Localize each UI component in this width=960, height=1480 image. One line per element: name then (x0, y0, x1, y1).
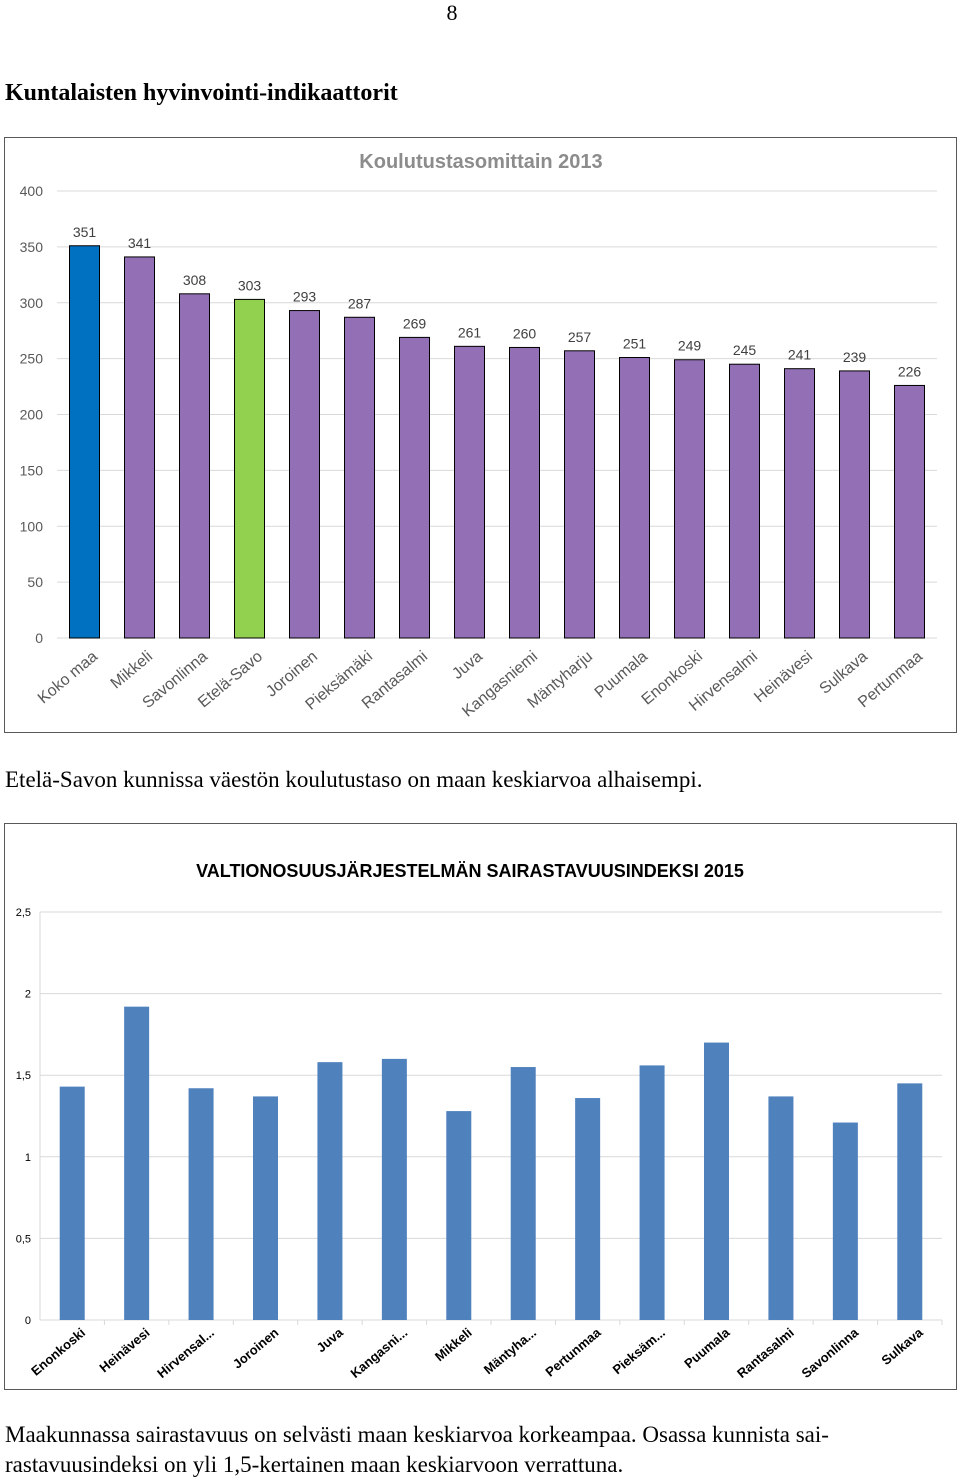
chart-1-y-tick: 250 (20, 351, 44, 367)
chart-1-bar (344, 316, 375, 639)
chart-2-y-tick: 2,5 (16, 907, 31, 919)
education-level-chart-svg: Koulutustasomittain 2013 0 50 100 150 200 250 3… (20, 151, 937, 721)
chart-2-category-label: Pertunmaa (542, 1324, 604, 1379)
chart-1-value-label: 257 (568, 329, 592, 345)
chart-1-bar (179, 293, 210, 639)
chart-1-bar (839, 370, 870, 639)
chart-2-bar (59, 1086, 85, 1320)
morbidity-index-chart-svg: VALTIONOSUUSJÄRJESTELMÄN SAIRASTAVUUSIND… (16, 861, 943, 1381)
chart-2-category-label: Rantasalmi (734, 1325, 797, 1381)
chart-2-category-label: Sulkava (878, 1324, 926, 1368)
chart-2-bar (446, 1111, 472, 1320)
chart-1-value-label: 341 (128, 235, 152, 251)
chart-1-title: Koulutustasomittain 2013 (359, 151, 602, 173)
chart-2-bar (124, 1006, 150, 1320)
chart-2-category-label: Mäntyha... (481, 1325, 539, 1377)
chart-2-bar (768, 1096, 794, 1320)
chart-2-title: VALTIONOSUUSJÄRJESTELMÄN SAIRASTAVUUSIND… (196, 861, 744, 881)
chart-1-y-tick: 400 (20, 183, 44, 199)
chart-1-value-label: 293 (293, 289, 317, 305)
caption-morbidity-line-2: rastavuusindeksi on yli 1,5-kertainen ma… (5, 1452, 624, 1477)
chart-2-category-label: Juva (314, 1324, 347, 1355)
education-level-chart: Koulutustasomittain 2013 0 50 100 150 200 250 3… (4, 137, 957, 733)
chart-1-value-label: 287 (348, 295, 372, 311)
chart-1-bar (454, 345, 485, 639)
chart-1-bar (124, 256, 155, 639)
chart-1-bar (399, 336, 430, 639)
chart-1-bar (69, 245, 100, 639)
chart-1-value-label: 351 (73, 224, 97, 240)
chart-2-y-tick: 0,5 (16, 1233, 31, 1245)
chart-1-value-label: 269 (403, 315, 427, 331)
chart-2-category-label: Heinävesi (96, 1325, 152, 1376)
chart-1-y-tick: 200 (20, 407, 44, 423)
chart-1-category-label: Mikkeli (108, 648, 156, 692)
chart-2-bar (575, 1098, 601, 1320)
page-number: 8 (446, 0, 458, 25)
morbidity-index-chart: VALTIONOSUUSJÄRJESTELMÄN SAIRASTAVUUSIND… (4, 823, 957, 1390)
chart-1-value-label: 241 (788, 347, 812, 363)
section-title: Kuntalaisten hyvinvointi-indikaattorit (5, 80, 398, 106)
chart-1-value-label: 226 (898, 363, 922, 379)
chart-1-y-tick: 150 (20, 462, 44, 478)
chart-2-category-label: Puumala (681, 1324, 733, 1371)
chart-2-bar (832, 1122, 858, 1320)
chart-1-value-label: 260 (513, 325, 537, 341)
chart-1-value-label: 251 (623, 336, 647, 352)
chart-2-bar (253, 1096, 278, 1320)
chart-1-bar (289, 310, 320, 639)
chart-1-value-label: 249 (678, 338, 702, 354)
chart-1-y-tick: 350 (20, 239, 44, 255)
chart-1-category-label: Heinävesi (751, 648, 816, 706)
chart-1-category-label: Sulkava (817, 648, 872, 698)
chart-2-bar (897, 1083, 923, 1320)
chart-2-bar (510, 1067, 536, 1320)
chart-2-category-label: Mikkeli (432, 1325, 475, 1364)
chart-2-category-label: Enonkoski (28, 1325, 88, 1379)
chart-2-bar (639, 1065, 665, 1320)
chart-1-bar (784, 368, 815, 639)
chart-1-value-label: 303 (238, 277, 262, 293)
chart-1-y-tick: 300 (20, 295, 44, 311)
chart-1-bar (509, 346, 540, 639)
chart-1-value-label: 308 (183, 272, 207, 288)
chart-2-bar (188, 1088, 214, 1320)
chart-2-bar (381, 1058, 407, 1320)
chart-2-bar (704, 1042, 729, 1320)
chart-1-bar (619, 357, 650, 639)
chart-2-y-tick: 2 (25, 989, 31, 1001)
chart-1-bar (234, 298, 265, 639)
chart-2-bar (317, 1062, 343, 1320)
chart-1-bar (564, 350, 595, 639)
chart-1-value-label: 239 (843, 349, 867, 365)
caption-education: Etelä-Savon kunnissa väestön koulutustas… (5, 767, 703, 792)
chart-1-bar (894, 384, 925, 639)
chart-2-category-label: Joroinen (230, 1325, 282, 1372)
chart-2-category-label: Kangasni... (348, 1325, 411, 1381)
caption-morbidity-line-1: Maakunnassa sairastavuus on selvästi maa… (5, 1422, 829, 1447)
chart-2-y-tick: 1 (25, 1152, 31, 1164)
chart-2-y-tick: 1,5 (16, 1070, 31, 1082)
chart-1-category-label: Juva (449, 648, 486, 683)
chart-2-category-label: Pieksäm... (610, 1325, 668, 1377)
chart-2-category-label: Savonlinna (799, 1324, 862, 1381)
chart-1-bar (674, 359, 705, 639)
chart-1-y-tick: 0 (35, 630, 43, 646)
chart-1-category-label: Koko maa (35, 648, 101, 707)
chart-1-value-label: 245 (733, 342, 757, 358)
caption-morbidity: Maakunnassa sairastavuus on selvästi maa… (5, 1420, 945, 1480)
chart-1-value-label: 261 (458, 324, 482, 340)
chart-1-y-tick: 100 (20, 518, 44, 534)
chart-1-bar (729, 363, 760, 639)
chart-2-category-label: Hirvensal... (154, 1325, 217, 1381)
chart-2-y-tick: 0 (25, 1315, 31, 1327)
chart-1-y-tick: 50 (27, 574, 43, 590)
